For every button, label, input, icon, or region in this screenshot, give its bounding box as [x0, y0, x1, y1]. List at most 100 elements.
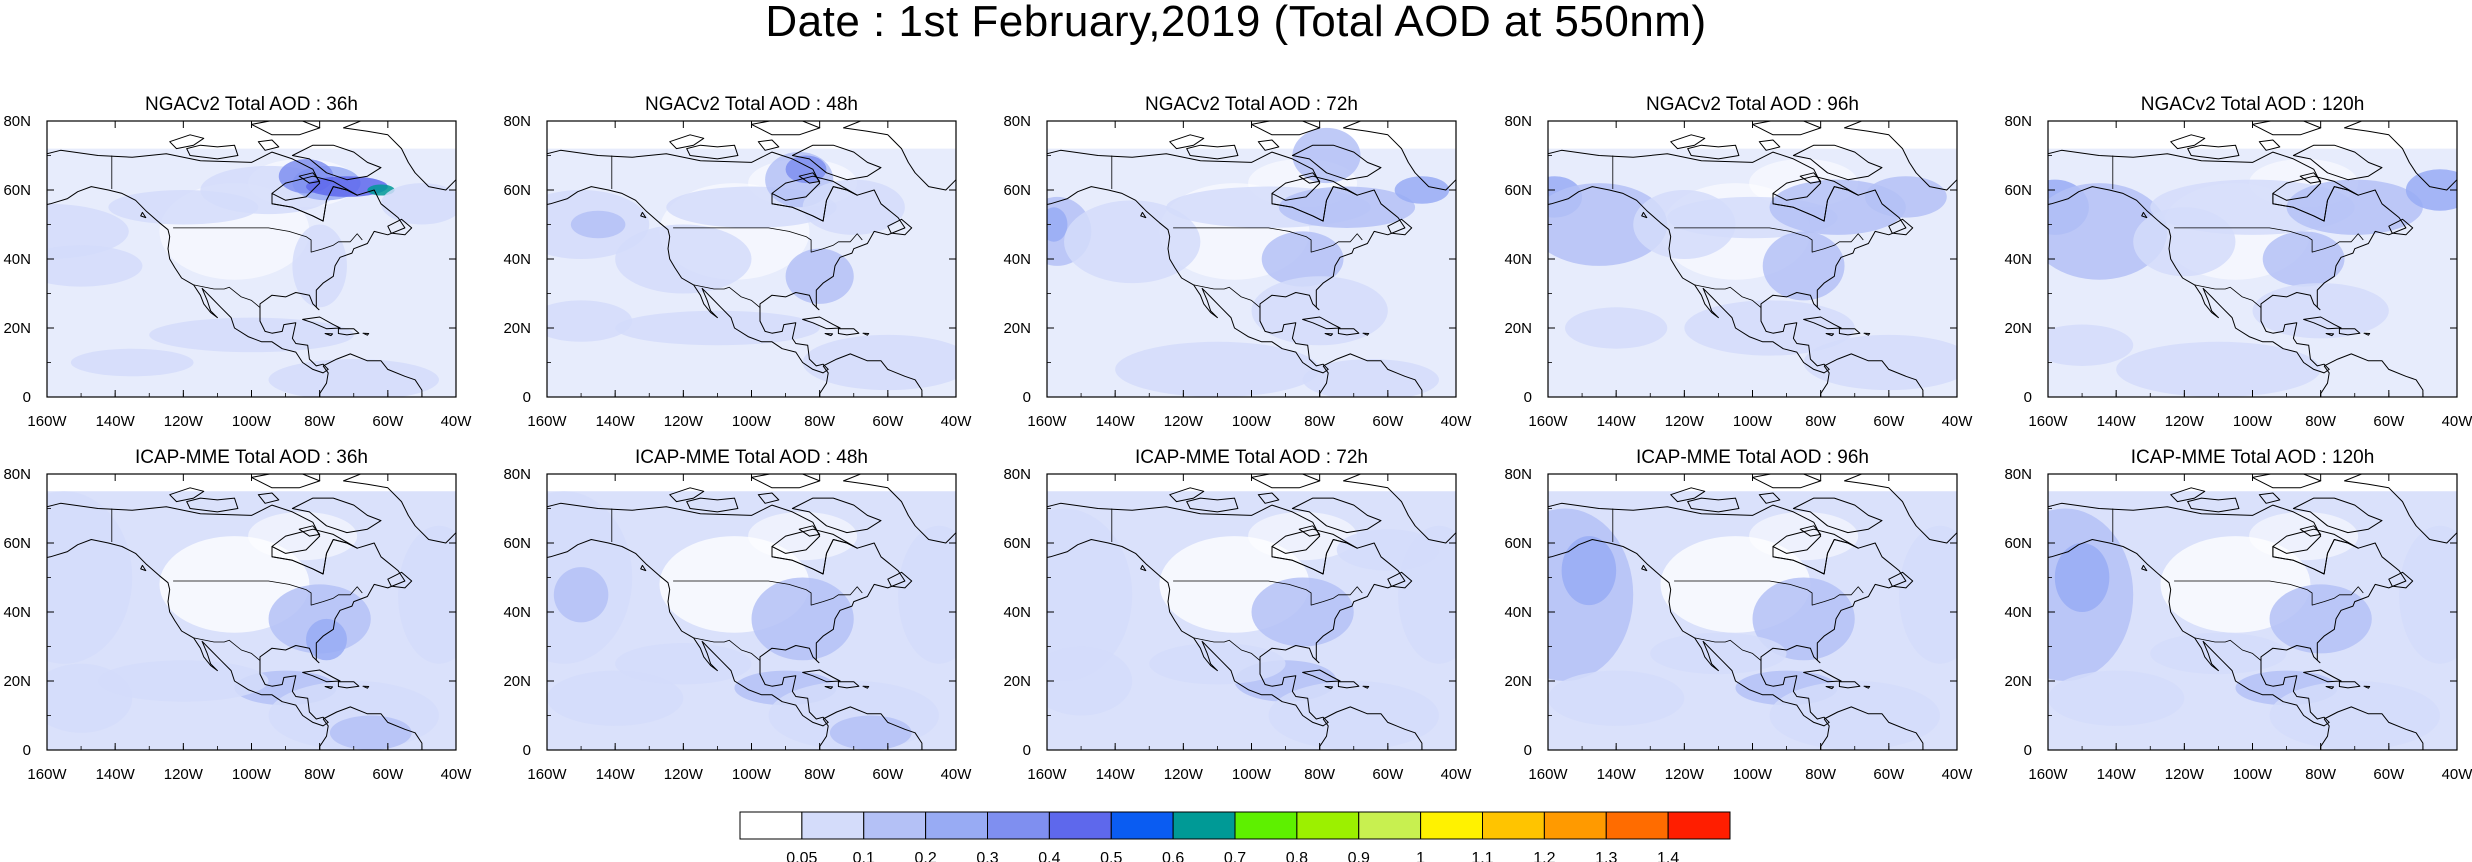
lon-tick-label: 140W: [1597, 766, 1637, 783]
colorbar-label: 0.1: [853, 850, 875, 862]
aod-blotch: [1650, 632, 1787, 675]
island-coast: [1758, 139, 1781, 151]
lat-tick-label: 40N: [1504, 251, 1532, 268]
island-coast: [362, 332, 370, 336]
island-coast: [1863, 685, 1871, 689]
aod-blotch: [553, 567, 609, 623]
aod-blotch: [2048, 670, 2185, 726]
lat-tick-label: 40N: [503, 251, 531, 268]
aod-blotch: [1336, 529, 1439, 571]
lat-tick-label: 0: [1524, 742, 1532, 759]
aod-blotch: [802, 179, 905, 235]
island-coast: [302, 316, 341, 330]
island-coast: [1362, 685, 1370, 689]
colorbar-box: [1172, 811, 1236, 840]
colorbar-label: 0.4: [1038, 850, 1060, 862]
panel-title: NGACv2 Total AOD : 96h: [1646, 94, 1859, 115]
panel-title: ICAP-MME Total AOD : 36h: [135, 447, 368, 468]
aod-blotch: [70, 348, 194, 377]
coastlines: [47, 121, 456, 397]
lon-tick-label: 60W: [872, 413, 904, 430]
hudson-bay-coast: [2272, 528, 2359, 575]
island-coast: [791, 144, 882, 181]
lon-tick-label: 140W: [1597, 413, 1637, 430]
island-coast: [824, 333, 834, 337]
lon-tick-label: 80W: [1805, 766, 1837, 783]
lon-tick-label: 60W: [1372, 766, 1404, 783]
island-coast: [1825, 333, 1835, 337]
us-mexico-border: [693, 637, 761, 661]
island-coast: [1825, 686, 1835, 690]
us-canada-border: [1173, 580, 1363, 606]
aod-field: [1047, 121, 1456, 397]
lon-tick-label: 80W: [2305, 413, 2337, 430]
island-coast: [169, 134, 205, 150]
island-coast: [1291, 497, 1382, 534]
aod-blotch: [2399, 525, 2457, 664]
island-coast: [324, 333, 334, 337]
aod-blotch: [47, 245, 143, 287]
colorbar-box: [1234, 811, 1298, 840]
lon-tick-label: 60W: [1873, 413, 1905, 430]
lat-tick-label: 60N: [2004, 535, 2032, 552]
lon-tick-label: 60W: [1873, 766, 1905, 783]
coastlines: [1548, 121, 1957, 397]
island-coast: [2187, 144, 2240, 160]
island-coast: [2258, 492, 2281, 504]
island-coast: [1387, 571, 1413, 589]
island-coast: [387, 218, 413, 236]
aod-blotch: [547, 670, 684, 726]
lon-tick-label: 80W: [804, 766, 836, 783]
island-coast: [2299, 172, 2322, 184]
island-coast: [2325, 686, 2335, 690]
map-panel-2: NGACv2 Total AOD : 48h 160W 140W 120W 100W 80…: [503, 94, 972, 430]
island-coast: [2292, 497, 2383, 534]
island-coast: [2338, 681, 2361, 689]
island-coast: [1799, 172, 1822, 184]
us-canada-border: [1173, 227, 1363, 253]
hudson-bay-coast: [271, 175, 358, 222]
lon-tick-label: 40W: [1942, 413, 1974, 430]
lon-tick-label: 100W: [2233, 766, 2273, 783]
hudson-bay-coast: [1271, 175, 1358, 222]
lon-tick-label: 140W: [96, 766, 136, 783]
lon-tick-label: 80W: [2305, 766, 2337, 783]
lon-tick-label: 40W: [1441, 413, 1473, 430]
lat-tick-label: 0: [1023, 389, 1031, 406]
lon-tick-label: 120W: [1665, 766, 1705, 783]
island-coast: [2325, 333, 2335, 337]
colorbar-box: [1605, 811, 1669, 840]
hudson-bay-coast: [771, 528, 858, 575]
island-coast: [791, 497, 882, 534]
island-coast: [337, 328, 360, 336]
island-coast: [387, 571, 413, 589]
aod-blotch: [1565, 307, 1668, 349]
island-coast: [257, 139, 280, 151]
aod-blotch: [1064, 200, 1201, 284]
panel-title: NGACv2 Total AOD : 72h: [1145, 94, 1358, 115]
aod-blotch: [570, 210, 626, 239]
aod-blotch: [1561, 536, 1617, 606]
lon-tick-label: 100W: [732, 413, 772, 430]
island-coast: [1792, 144, 1883, 181]
island-coast: [1186, 144, 1239, 160]
island-coast: [1641, 564, 1648, 572]
lat-tick-label: 20N: [2004, 673, 2032, 690]
us-canada-border: [1674, 580, 1864, 606]
lon-tick-label: 140W: [2097, 766, 2137, 783]
colorbar-box: [1420, 811, 1483, 840]
island-coast: [2363, 332, 2371, 336]
aod-blotch: [1251, 577, 1354, 647]
island-coast: [1169, 134, 1205, 150]
lon-tick-label: 160W: [1528, 766, 1568, 783]
lat-tick-label: 40N: [1003, 251, 1031, 268]
colorbar-label: 0.9: [1348, 850, 1370, 862]
lon-tick-label: 40W: [2442, 413, 2472, 430]
us-canada-border: [673, 580, 863, 606]
aod-blotch: [1548, 183, 1668, 266]
lat-tick-label: 60N: [503, 182, 531, 199]
coastlines: [547, 121, 956, 397]
island-coast: [1169, 487, 1205, 503]
map-panel-10: ICAP-MME Total AOD : 120h 160W 140W 120W 100…: [2004, 447, 2472, 783]
hudson-bay-coast: [1772, 528, 1859, 575]
